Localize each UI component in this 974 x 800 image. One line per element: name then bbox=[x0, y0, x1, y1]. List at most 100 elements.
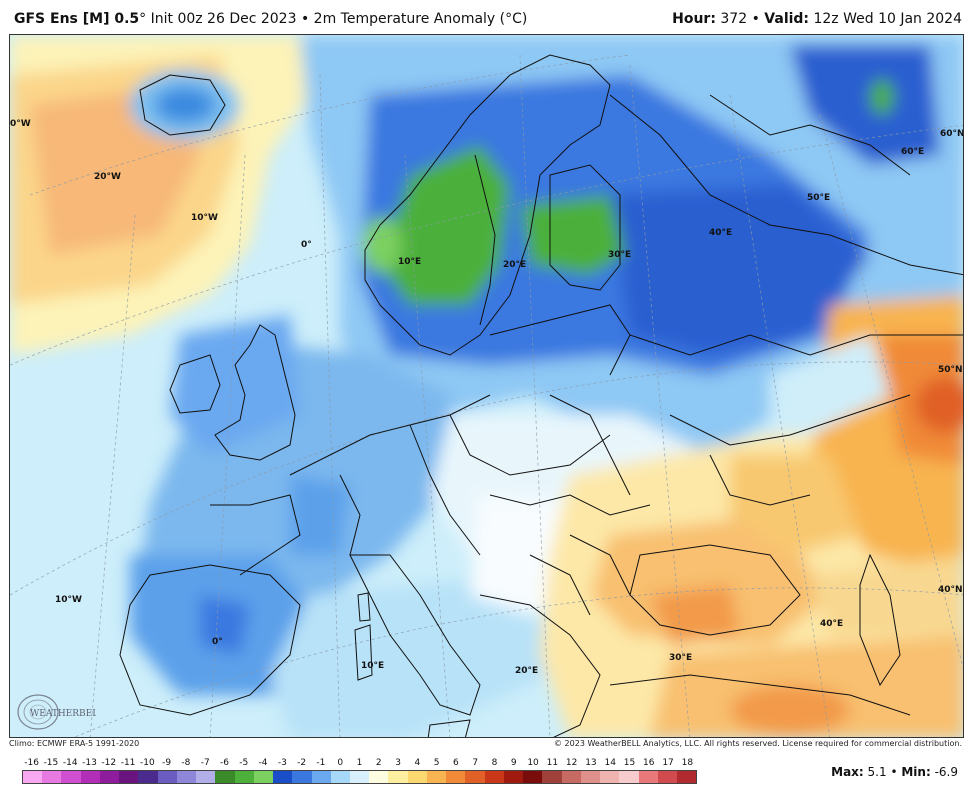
logo-graphic: WEATHERBELL bbox=[17, 694, 104, 730]
label-lon-20e-lower: 20°E bbox=[515, 666, 539, 676]
colorbar-swatch bbox=[503, 771, 524, 783]
label-lon-10w-lower: 10°W bbox=[55, 595, 82, 605]
colorbar-swatch bbox=[253, 771, 274, 783]
colorbar-label: -10 bbox=[139, 758, 155, 768]
colorbar-label: -4 bbox=[258, 758, 268, 768]
label-lon-50e: 50°E bbox=[807, 193, 831, 203]
colorbar-label: -11 bbox=[120, 758, 136, 768]
colorbar-swatch bbox=[330, 771, 350, 783]
colorbar-label: 11 bbox=[546, 758, 559, 768]
colorbar-label: 10 bbox=[527, 758, 539, 768]
colorbar-swatch bbox=[484, 771, 504, 783]
colorbar-label: 7 bbox=[472, 758, 479, 768]
colorbar-label: -8 bbox=[181, 758, 191, 768]
colorbar-label: 1 bbox=[356, 758, 363, 768]
label-lon-0-lower: 0° bbox=[212, 637, 223, 647]
label-lon-0: 0° bbox=[301, 240, 312, 250]
colorbar-labels: -16 -15 -14 -13 -12 -11 -10 -9 -8 -7 -6 -5 -4 -3 -2 -1 0… bbox=[22, 758, 697, 770]
label-lon-60e: 60°E bbox=[901, 147, 925, 157]
colorbar-label: -5 bbox=[239, 758, 249, 768]
colorbar-label: 2 bbox=[375, 758, 382, 768]
valid-value: 12z Wed 10 Jan 2024 bbox=[813, 11, 962, 27]
degree-symbol: ° bbox=[139, 11, 147, 27]
colorbar-swatch bbox=[676, 771, 697, 783]
colorbar-swatch bbox=[80, 771, 100, 783]
colorbar: -16 -15 -14 -13 -12 -11 -10 -9 -8 -7 -6 -5 -4 -3 -2 -1 0… bbox=[22, 758, 697, 784]
colorbar-swatch bbox=[311, 771, 331, 783]
valid-bullet: • bbox=[747, 11, 765, 27]
label-lon-10w: 10°W bbox=[191, 213, 218, 223]
hour-label: Hour: bbox=[672, 11, 716, 27]
colorbar-swatch bbox=[138, 771, 158, 783]
label-lon-20e: 20°E bbox=[503, 260, 527, 270]
colorbar-swatch bbox=[407, 771, 427, 783]
title-bullet: • bbox=[296, 11, 314, 27]
min-label: Min: bbox=[901, 765, 931, 779]
label-lat-50n: 50°N bbox=[938, 365, 963, 375]
colorbar-label: -12 bbox=[101, 758, 117, 768]
colorbar-swatch bbox=[196, 771, 216, 783]
colorbar-label: -7 bbox=[200, 758, 210, 768]
colorbar-label: 5 bbox=[433, 758, 440, 768]
colorbar-swatch bbox=[426, 771, 447, 783]
colorbar-label: -13 bbox=[82, 758, 97, 768]
colorbar-label: 9 bbox=[510, 758, 517, 768]
valid-label: Valid: bbox=[764, 11, 810, 27]
colorbar-swatch bbox=[157, 771, 177, 783]
colorbar-swatch bbox=[176, 771, 197, 783]
colorbar-swatch bbox=[580, 771, 601, 783]
colorbar-label: -6 bbox=[220, 758, 229, 768]
label-lon-30e: 30°E bbox=[608, 250, 632, 260]
colorbar-label: -14 bbox=[62, 758, 78, 768]
colorbar-swatch bbox=[23, 771, 43, 783]
min-value: -6.9 bbox=[934, 765, 958, 779]
colorbar-swatch bbox=[369, 771, 389, 783]
colorbar-swatch bbox=[523, 771, 543, 783]
colorbar-swatch bbox=[215, 771, 235, 783]
hour-value: 372 bbox=[720, 11, 748, 27]
colorbar-label: 8 bbox=[491, 758, 498, 768]
coastlines bbox=[119, 54, 963, 737]
colorbar-swatch bbox=[234, 771, 254, 783]
label-lon-20w: 20°W bbox=[94, 172, 121, 182]
colorbar-swatch bbox=[561, 771, 581, 783]
colorbar-swatch bbox=[600, 771, 620, 783]
colorbar-label: 4 bbox=[414, 758, 421, 768]
label-lon-40e-lower: 40°E bbox=[820, 619, 844, 629]
colorbar-swatches bbox=[22, 770, 697, 784]
colorbar-swatch bbox=[638, 771, 658, 783]
label-lon-0w-top: 0°W bbox=[10, 119, 31, 129]
colorbar-label: -3 bbox=[277, 758, 287, 768]
label-lon-10e-lower: 10°E bbox=[361, 661, 385, 671]
colorbar-swatch bbox=[657, 771, 677, 783]
colorbar-swatch bbox=[349, 771, 370, 783]
colorbar-label: 16 bbox=[643, 758, 655, 768]
field-name: 2m Temperature Anomaly (°C) bbox=[313, 11, 528, 27]
colorbar-label: -9 bbox=[162, 758, 172, 768]
stats-separator: • bbox=[886, 765, 902, 779]
max-label: Max: bbox=[831, 765, 864, 779]
colorbar-swatch bbox=[619, 771, 639, 783]
max-value: 5.1 bbox=[867, 765, 887, 779]
colorbar-label: 14 bbox=[604, 758, 616, 768]
colorbar-swatch bbox=[388, 771, 408, 783]
anomaly-fields bbox=[10, 35, 963, 737]
anomaly-map: 0°W 20°W 10°W 0° 10°E 20°E 30°E 40°E 50°… bbox=[9, 34, 964, 738]
colorbar-swatch bbox=[446, 771, 466, 783]
weatherbell-logo: WEATHERBELL bbox=[14, 690, 104, 734]
colorbar-label: -2 bbox=[297, 758, 307, 768]
colorbar-label: -1 bbox=[316, 758, 326, 768]
colorbar-swatch bbox=[465, 771, 485, 783]
colorbar-swatch bbox=[119, 771, 139, 783]
label-lon-40e: 40°E bbox=[709, 228, 733, 238]
colorbar-label: 15 bbox=[623, 758, 636, 768]
colorbar-swatch bbox=[542, 771, 562, 783]
header: GFS Ens [M] 0.5° Init 00z 26 Dec 2023 • … bbox=[0, 0, 974, 34]
map-graphic bbox=[10, 35, 963, 737]
max-min-stats: Max: 5.1 • Min: -6.9 bbox=[831, 765, 958, 779]
colorbar-label: 13 bbox=[585, 758, 597, 768]
model-name: GFS Ens [M] 0.5 bbox=[14, 11, 140, 27]
header-title: GFS Ens [M] 0.5° Init 00z 26 Dec 2023 • … bbox=[14, 11, 527, 27]
logo-text: WEATHERBELL bbox=[30, 709, 96, 719]
colorbar-swatch bbox=[273, 771, 293, 783]
